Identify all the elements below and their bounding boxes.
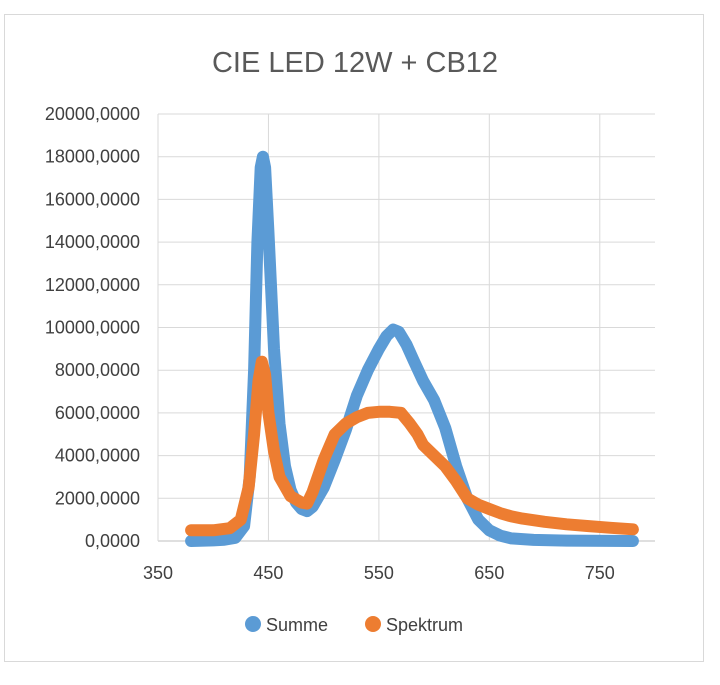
x-tick-label: 350 — [143, 563, 173, 583]
legend-label-summe: Summe — [266, 615, 328, 635]
gridlines — [157, 113, 655, 542]
y-tick-label: 14000,0000 — [45, 232, 140, 252]
y-tick-label: 2000,0000 — [55, 488, 140, 508]
legend-label-spektrum: Spektrum — [386, 615, 463, 635]
legend-marker-summe — [245, 616, 261, 632]
y-tick-label: 12000,0000 — [45, 275, 140, 295]
y-tick-label: 4000,0000 — [55, 446, 140, 466]
x-tick-label: 750 — [585, 563, 615, 583]
series-line-summe — [185, 150, 639, 547]
y-axis-ticks: 0,0000 2000,0000 4000,0000 6000,0000 8000,00… — [45, 104, 140, 551]
y-tick-label: 18000,0000 — [45, 147, 140, 167]
y-tick-label: 16000,0000 — [45, 189, 140, 209]
y-tick-label: 20000,0000 — [45, 104, 140, 124]
chart-title: CIE LED 12W + CB12 — [212, 47, 498, 79]
x-tick-label: 450 — [253, 563, 283, 583]
y-tick-label: 0,0000 — [85, 531, 140, 551]
x-axis-ticks: 350 450 550 650 750 — [143, 563, 615, 583]
legend-marker-spektrum — [365, 616, 381, 632]
y-tick-label: 8000,0000 — [55, 360, 140, 380]
x-tick-label: 550 — [364, 563, 394, 583]
y-tick-label: 6000,0000 — [55, 403, 140, 423]
y-tick-label: 10000,0000 — [45, 318, 140, 338]
legend: Summe Spektrum — [245, 615, 463, 635]
chart-frame — [4, 14, 704, 662]
x-tick-label: 650 — [474, 563, 504, 583]
series-line-spektrum — [185, 355, 639, 537]
series-layer — [185, 150, 639, 547]
